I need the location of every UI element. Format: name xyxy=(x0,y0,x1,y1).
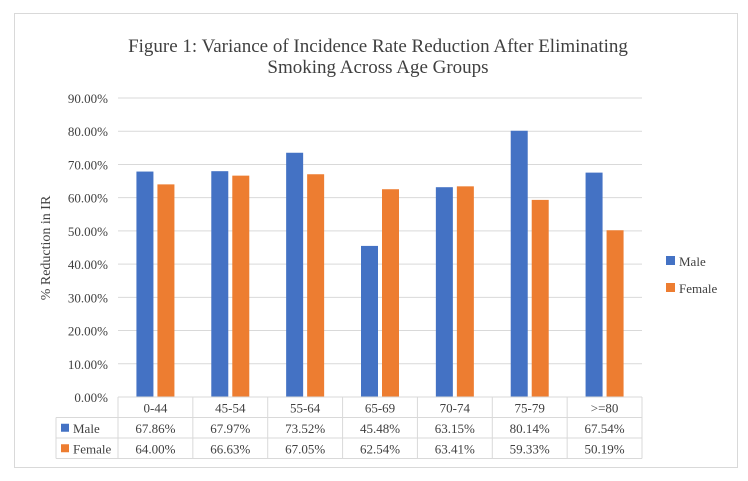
y-tick-label: 20.00% xyxy=(68,324,108,339)
data-label: 67.86% xyxy=(135,421,175,436)
bar-male xyxy=(510,130,528,397)
chart-title-line-1: Figure 1: Variance of Incidence Rate Red… xyxy=(128,36,628,57)
bar-male xyxy=(585,172,603,397)
y-tick-label: 80.00% xyxy=(68,124,108,139)
data-label: 59.33% xyxy=(510,441,550,456)
legend-key xyxy=(666,283,675,292)
x-tick-label: 55-64 xyxy=(290,400,321,415)
bar-male xyxy=(435,187,453,397)
y-tick-label: 40.00% xyxy=(68,257,108,272)
gridlines xyxy=(118,97,642,398)
x-tick-label: >=80 xyxy=(591,400,619,415)
y-axis-label: % Reduction in IR xyxy=(39,195,54,300)
table-legend-key xyxy=(61,423,69,432)
bar-male xyxy=(211,171,229,397)
y-tick-label: 30.00% xyxy=(68,290,108,305)
bar-female xyxy=(382,189,399,397)
y-tick-label: 90.00% xyxy=(68,91,108,106)
legend-label: Male xyxy=(679,254,706,269)
bar-female xyxy=(531,199,549,397)
data-table: 0-44 45-54 55-64 65-69 70-74 75-79 >=80 Male 67.… xyxy=(55,396,643,459)
data-label: 73.52% xyxy=(285,421,325,436)
x-tick-label: 75-79 xyxy=(515,400,545,415)
bar-female xyxy=(456,186,474,397)
legend-key xyxy=(666,256,675,265)
y-tick-label: 50.00% xyxy=(68,224,108,239)
bar-female xyxy=(232,175,250,397)
x-tick-label: 45-54 xyxy=(215,400,246,415)
bars xyxy=(136,130,624,397)
table-series-name: Female xyxy=(73,441,111,456)
data-label: 63.15% xyxy=(435,421,475,436)
data-label: 45.48% xyxy=(360,421,400,436)
y-tick-label: 70.00% xyxy=(68,157,108,172)
bar-male xyxy=(286,152,304,397)
bar-male xyxy=(136,171,154,397)
y-tick-label: 60.00% xyxy=(68,191,108,206)
data-label: 67.97% xyxy=(210,421,250,436)
table-legend-key xyxy=(61,444,69,453)
data-label: 67.05% xyxy=(285,441,325,456)
y-tick-label: 0.00% xyxy=(74,390,108,405)
x-tick-label: 65-69 xyxy=(365,400,395,415)
bar-female xyxy=(307,174,325,397)
legend-label: Female xyxy=(679,281,717,296)
x-tick-label: 70-74 xyxy=(440,400,471,415)
data-label: 66.63% xyxy=(210,441,250,456)
legend: Male Female xyxy=(666,254,717,296)
data-label: 80.14% xyxy=(510,421,550,436)
data-label: 67.54% xyxy=(585,421,625,436)
bar-male xyxy=(361,245,378,397)
y-tick-labels: 0.00% 10.00% 20.00% 30.00% 40.00% 50.00% 60.00… xyxy=(68,91,108,405)
y-tick-label: 10.00% xyxy=(68,357,108,372)
data-label: 50.19% xyxy=(585,441,625,456)
chart-title-line-2: Smoking Across Age Groups xyxy=(267,57,488,78)
bar-female xyxy=(157,184,175,397)
data-label: 63.41% xyxy=(435,441,475,456)
table-series-name: Male xyxy=(73,421,100,436)
data-label: 64.00% xyxy=(135,441,175,456)
x-tick-label: 0-44 xyxy=(144,400,168,415)
data-label: 62.54% xyxy=(360,441,400,456)
bar-female xyxy=(606,230,624,397)
